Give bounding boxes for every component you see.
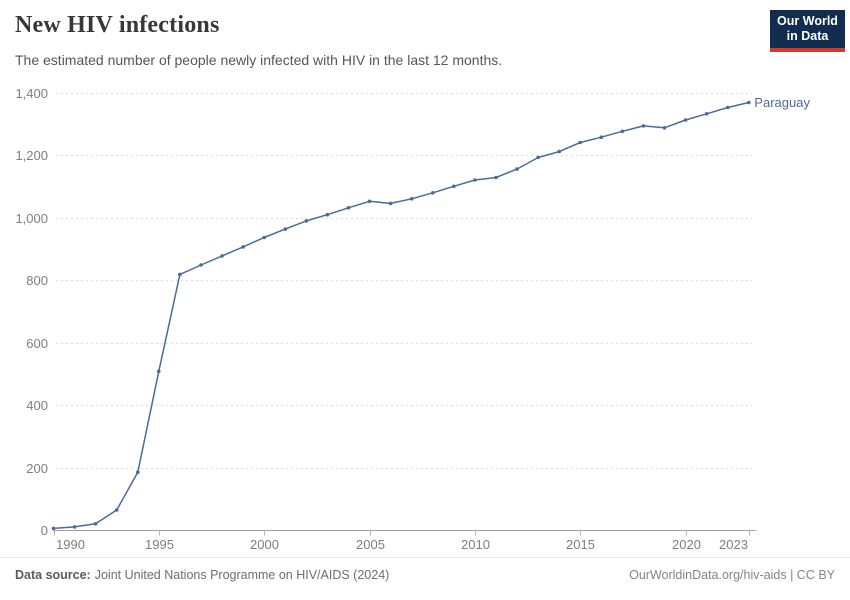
data-point[interactable] xyxy=(431,191,435,195)
data-point[interactable] xyxy=(578,140,582,145)
data-point[interactable] xyxy=(199,263,203,267)
data-point[interactable] xyxy=(494,175,498,180)
data-point[interactable] xyxy=(388,201,393,206)
chart-subtitle: The estimated number of people newly inf… xyxy=(15,52,503,68)
y-tick-label: 1,200 xyxy=(15,148,48,163)
data-point[interactable] xyxy=(304,219,309,223)
data-point[interactable] xyxy=(241,245,245,249)
data-point[interactable] xyxy=(178,272,182,277)
data-point[interactable] xyxy=(557,149,561,154)
data-point[interactable] xyxy=(620,129,625,134)
y-tick-label: 400 xyxy=(26,398,48,413)
y-tick-label: 800 xyxy=(26,273,48,288)
page-title: New HIV infections xyxy=(15,12,220,38)
data-point[interactable] xyxy=(704,112,709,116)
y-tick-label: 0 xyxy=(41,523,48,538)
data-point[interactable] xyxy=(452,184,456,189)
series-end-label[interactable]: Paraguay xyxy=(754,95,810,110)
data-point[interactable] xyxy=(325,212,330,217)
data-point[interactable] xyxy=(725,105,730,110)
owid-logo-line2: in Data xyxy=(786,29,829,43)
data-point[interactable] xyxy=(515,167,519,171)
x-tick-label: 1995 xyxy=(145,537,174,552)
data-point[interactable] xyxy=(367,199,372,204)
data-point[interactable] xyxy=(51,526,56,531)
x-tick-label: 1990 xyxy=(56,537,85,552)
x-tick-label: 2015 xyxy=(566,537,595,552)
data-point[interactable] xyxy=(473,178,477,182)
owid-logo-line1: Our World xyxy=(777,14,838,28)
data-point[interactable] xyxy=(662,126,667,130)
x-tick-label: 2005 xyxy=(356,537,385,552)
data-point[interactable] xyxy=(114,508,119,512)
data-point[interactable] xyxy=(641,124,646,128)
data-point[interactable] xyxy=(346,206,351,210)
x-tick-label: 2023 xyxy=(719,537,748,552)
data-point[interactable] xyxy=(220,254,224,258)
data-point[interactable] xyxy=(599,135,604,139)
data-point[interactable] xyxy=(72,525,77,529)
data-point[interactable] xyxy=(283,227,288,231)
footer-separator: | xyxy=(786,568,797,582)
y-tick-label: 200 xyxy=(26,461,48,476)
data-point[interactable] xyxy=(136,470,140,475)
data-source-value: Joint United Nations Programme on HIV/AI… xyxy=(94,568,390,582)
data-point[interactable] xyxy=(536,155,540,160)
data-source-label: Data source: xyxy=(15,568,91,582)
owid-logo[interactable]: Our World in Data xyxy=(770,10,845,52)
footer-divider xyxy=(0,557,850,558)
data-point[interactable] xyxy=(409,197,414,201)
y-tick-label: 1,000 xyxy=(15,211,48,226)
y-tick-label: 1,400 xyxy=(15,86,48,101)
owid-url-link[interactable]: OurWorldinData.org/hiv-aids xyxy=(629,568,787,582)
data-point[interactable] xyxy=(262,235,267,240)
data-source-note: Data source: Joint United Nations Program… xyxy=(15,568,389,582)
data-point[interactable] xyxy=(683,118,688,122)
data-point[interactable] xyxy=(93,522,98,526)
license-label: CC BY xyxy=(796,568,835,582)
x-tick-label: 2020 xyxy=(672,537,701,552)
data-line[interactable] xyxy=(53,101,749,530)
data-point[interactable] xyxy=(747,100,751,105)
footer-links: OurWorldinData.org/hiv-aids | CC BY xyxy=(629,568,835,582)
data-point[interactable] xyxy=(157,369,161,374)
y-tick-label: 600 xyxy=(26,336,48,351)
x-tick-label: 2010 xyxy=(461,537,490,552)
x-tick-label: 2000 xyxy=(250,537,279,552)
